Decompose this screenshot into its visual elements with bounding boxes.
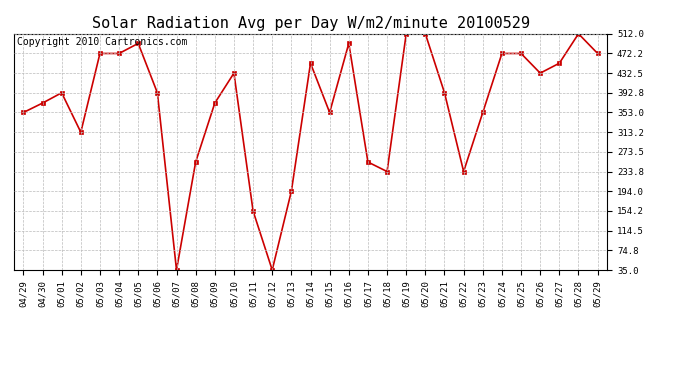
Title: Solar Radiation Avg per Day W/m2/minute 20100529: Solar Radiation Avg per Day W/m2/minute … <box>92 16 529 31</box>
Text: Copyright 2010 Cartronics.com: Copyright 2010 Cartronics.com <box>17 37 187 47</box>
